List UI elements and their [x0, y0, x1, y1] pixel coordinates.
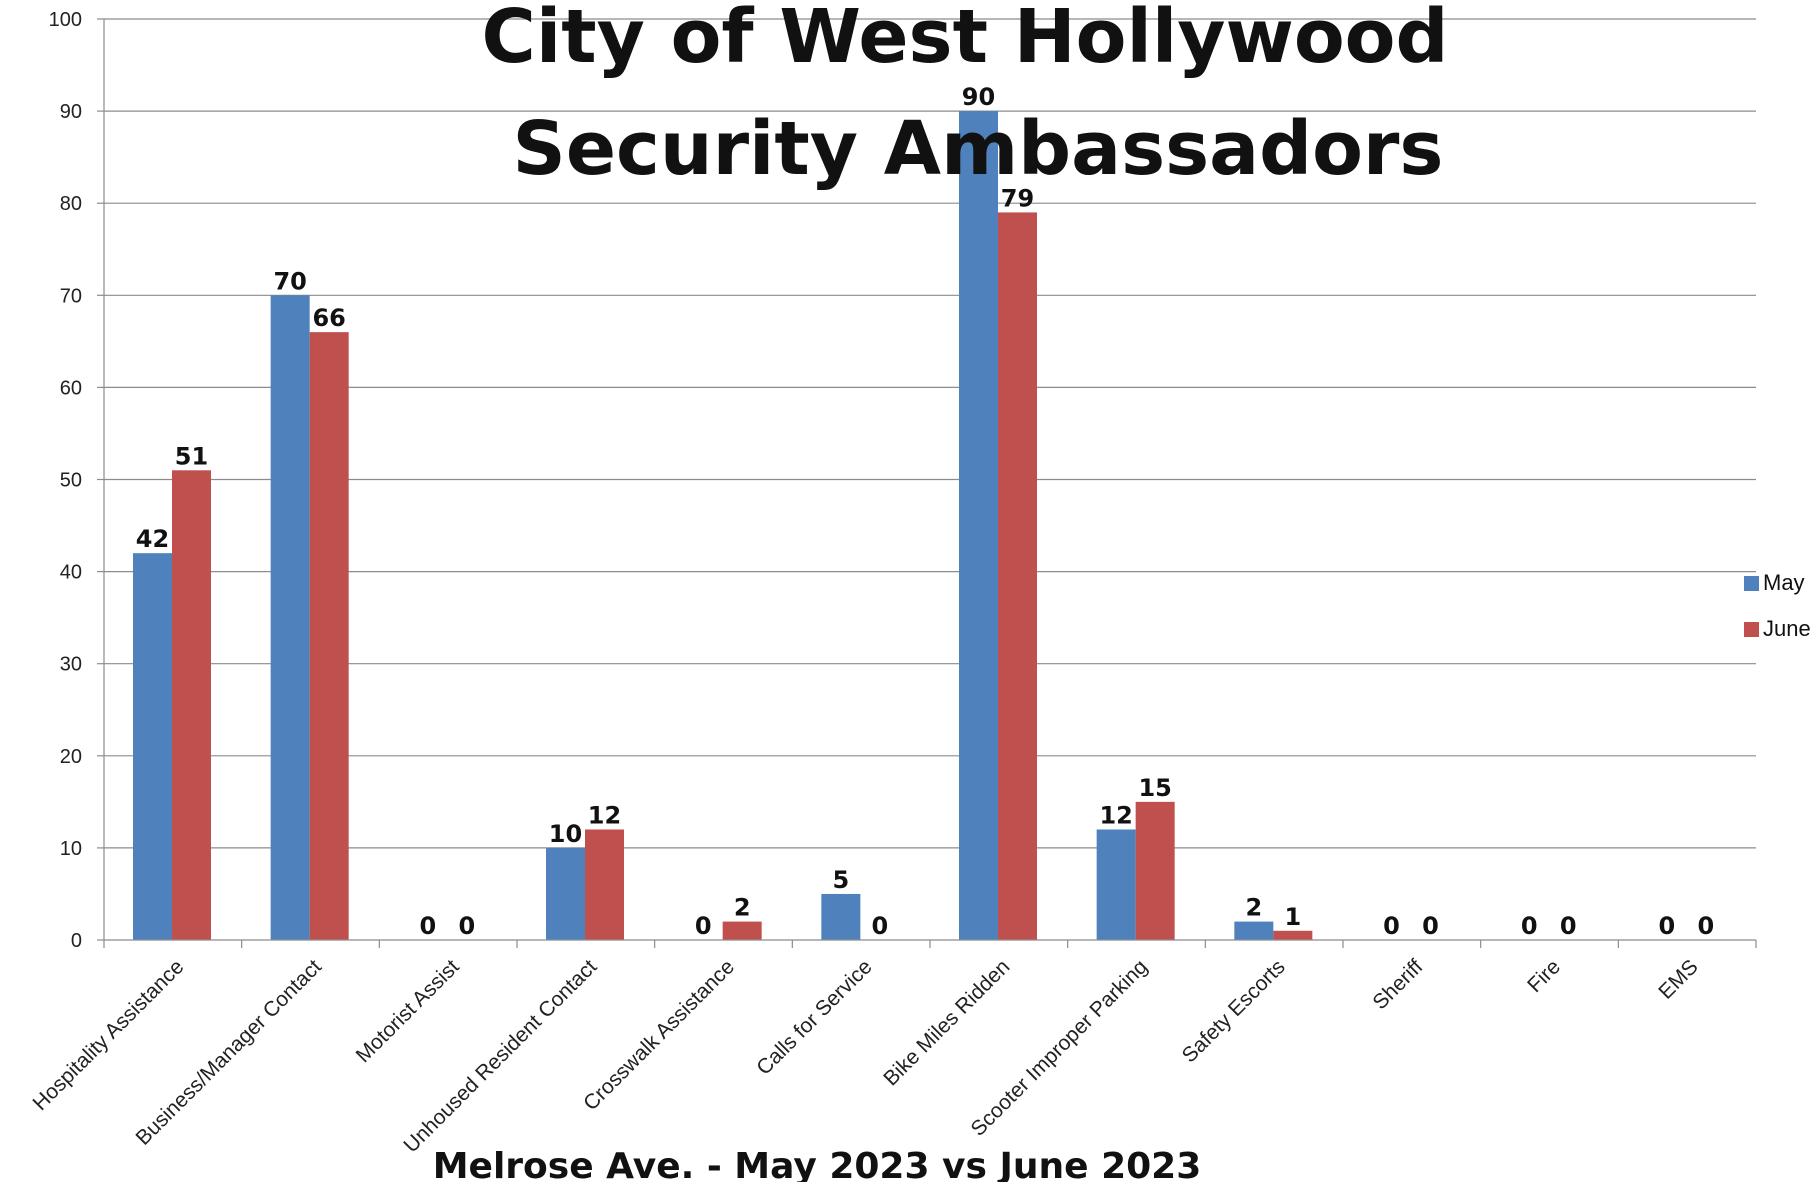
data-label: 70 [273, 267, 306, 295]
data-label: 0 [419, 912, 436, 940]
y-tick-label: 80 [60, 193, 82, 215]
y-tick-label: 50 [60, 470, 82, 492]
bar-may [270, 295, 310, 940]
bar-june [1135, 801, 1175, 940]
data-label: 0 [1560, 912, 1577, 940]
data-label: 0 [1521, 912, 1538, 940]
data-label: 2 [734, 894, 751, 922]
y-tick-label: 30 [60, 654, 82, 676]
bar-may [546, 847, 585, 940]
x-category-label: Crosswalk Assistance [579, 955, 739, 1115]
x-category-label: Hospitality Assistance [28, 955, 188, 1115]
y-tick-label: 0 [71, 930, 82, 952]
data-label: 0 [1697, 912, 1714, 940]
data-label: 0 [1383, 912, 1400, 940]
data-label: 12 [1099, 801, 1132, 829]
bars [133, 111, 1313, 941]
x-category-label: Bike Miles Ridden [879, 955, 1014, 1090]
data-label: 0 [695, 912, 712, 940]
chart-subtitle: Melrose Ave. - May 2023 vs June 2023 [433, 1146, 1202, 1182]
bar-june [998, 212, 1037, 940]
data-label: 1 [1284, 903, 1301, 931]
y-tick-label: 70 [60, 285, 82, 307]
data-label: 5 [832, 866, 849, 894]
data-label: 79 [1001, 184, 1034, 212]
bar-june [172, 470, 211, 940]
y-axis: 0 10 20 30 40 50 60 70 80 90 100 [49, 9, 105, 952]
y-tick-label: 90 [60, 101, 82, 123]
data-label: 42 [136, 525, 169, 553]
data-label: 15 [1138, 774, 1171, 802]
gridlines [104, 18, 1756, 849]
bar-may [1234, 921, 1274, 940]
legend-label-may: May [1763, 570, 1805, 595]
legend-label-june: June [1763, 616, 1811, 641]
data-label: 2 [1245, 894, 1262, 922]
x-category-label: Motorist Assist [352, 955, 464, 1067]
x-category-label: Sheriff [1368, 955, 1427, 1014]
bar-june [1273, 930, 1313, 940]
data-label: 51 [175, 442, 208, 470]
x-category-label: Fire [1523, 955, 1565, 997]
data-label: 0 [1422, 912, 1439, 940]
y-tick-label: 100 [49, 9, 82, 31]
bar-may [133, 553, 172, 940]
bar-may [959, 111, 998, 941]
x-category-label: Safety Escorts [1178, 955, 1290, 1067]
data-label: 66 [312, 304, 345, 332]
bar-june [585, 829, 624, 940]
chart-title-line-1: City of West Hollywood [482, 0, 1449, 80]
data-label: 10 [549, 820, 582, 848]
bar-june [722, 921, 762, 940]
y-tick-label: 20 [60, 746, 82, 768]
chart-title-line-2: Security Ambassadors [513, 106, 1444, 192]
y-tick-label: 40 [60, 562, 82, 584]
bar-may [1096, 829, 1136, 940]
data-label: 0 [1658, 912, 1675, 940]
data-label: 12 [588, 801, 621, 829]
legend-swatch-may [1744, 576, 1759, 591]
legend-swatch-june [1744, 622, 1759, 637]
y-tick-label: 60 [60, 377, 82, 399]
legend: May June [1744, 570, 1811, 641]
bar-may [821, 893, 861, 940]
x-category-label: EMS [1654, 955, 1702, 1003]
data-label: 0 [458, 912, 475, 940]
data-label: 0 [871, 912, 888, 940]
x-category-label: Calls for Service [752, 955, 876, 1079]
bar-june [309, 332, 349, 940]
y-tick-label: 10 [60, 838, 82, 860]
data-label: 90 [962, 83, 995, 111]
